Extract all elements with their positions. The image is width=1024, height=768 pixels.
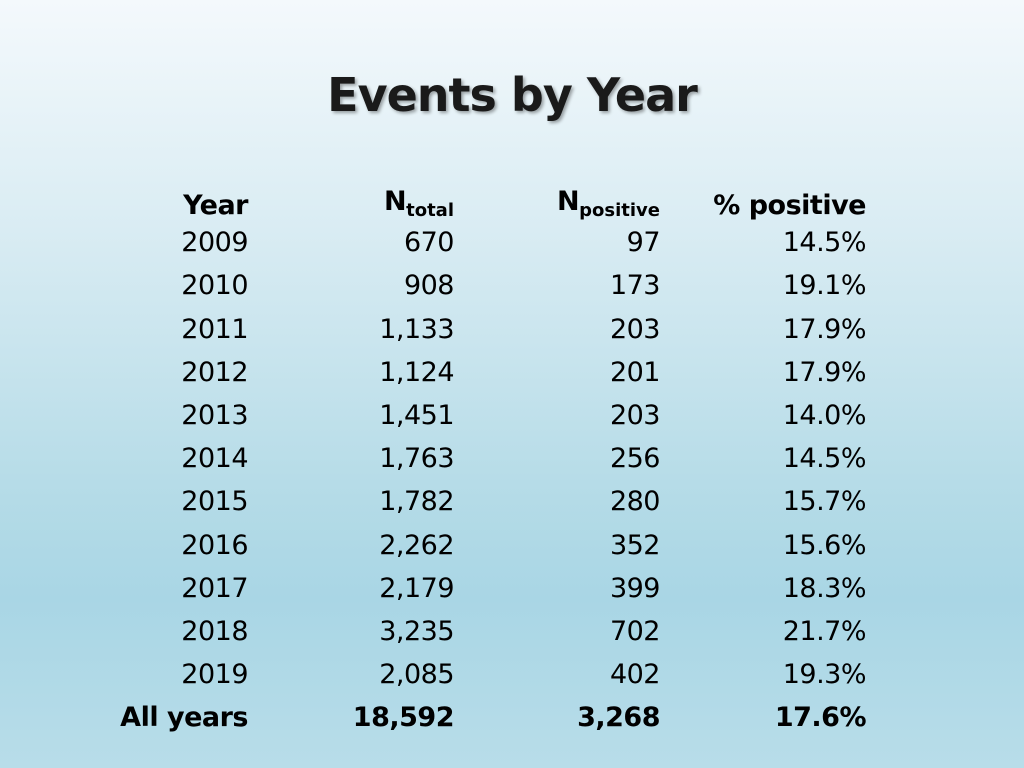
n-positive-cell: 352	[609, 529, 661, 561]
pct-positive-cell: 14.0%	[782, 400, 867, 432]
pct-positive-cell: 14.5%	[782, 443, 867, 475]
n-positive-cell: 280	[609, 486, 661, 518]
table-row: 2012 1,124 201 17.9%	[110, 351, 866, 394]
year-cell: 2017	[181, 572, 248, 604]
pct-positive-cell: 21.7%	[782, 615, 867, 647]
header-n-positive-sub: positive	[579, 200, 660, 222]
year-cell: 2016	[181, 529, 248, 561]
n-total-cell: 2,179	[379, 572, 454, 604]
year-cell: 2011	[181, 313, 248, 345]
pct-positive-cell: 18.3%	[782, 572, 867, 604]
table-row: 2018 3,235 702 21.7%	[110, 610, 866, 653]
table-body: 2009 670 97 14.5% 2010 908 173 19.1% 2011 1,133 20…	[110, 221, 866, 739]
pct-positive-cell: 15.7%	[782, 486, 867, 518]
header-n-total-sub: total	[406, 200, 454, 222]
n-total-cell: 1,124	[379, 356, 454, 388]
pct-positive-cell: 17.9%	[782, 313, 867, 345]
n-positive-cell: 256	[609, 443, 661, 475]
events-table: Year Ntotal Npositive % positive 2009 670…	[110, 178, 866, 739]
table-row: 2009 670 97 14.5%	[110, 221, 866, 264]
year-cell: 2019	[181, 659, 248, 691]
pct-positive-cell: 15.6%	[782, 529, 867, 561]
year-cell: 2010	[181, 270, 248, 302]
header-n-total: Ntotal	[248, 178, 454, 221]
total-n-total-cell: 18,592	[352, 702, 455, 734]
header-n-positive-main: N	[557, 186, 580, 218]
n-positive-cell: 399	[609, 572, 661, 604]
table-row: 2010 908 173 19.1%	[110, 264, 866, 307]
year-cell: 2018	[181, 615, 248, 647]
n-total-cell: 2,262	[379, 529, 454, 561]
year-cell: 2013	[181, 400, 248, 432]
pct-positive-cell: 19.1%	[782, 270, 867, 302]
year-cell: 2015	[181, 486, 248, 518]
header-pct-positive: % positive	[713, 190, 866, 222]
year-cell: 2009	[181, 227, 248, 259]
n-total-cell: 2,085	[379, 659, 454, 691]
header-n-total-main: N	[383, 186, 407, 218]
slide-title: Events by Year	[327, 68, 698, 122]
table-header-row: Year Ntotal Npositive % positive	[110, 178, 866, 221]
n-positive-cell: 97	[626, 227, 661, 259]
n-total-cell: 1,782	[379, 486, 454, 518]
n-total-cell: 670	[403, 227, 455, 259]
total-row: All years 18,592 3,268 17.6%	[110, 696, 866, 739]
table-row: 2013 1,451 203 14.0%	[110, 394, 866, 437]
pct-positive-cell: 14.5%	[782, 227, 867, 259]
n-total-cell: 908	[403, 270, 455, 302]
year-cell: 2012	[181, 356, 248, 388]
header-n-positive: Npositive	[454, 178, 660, 221]
table-row: 2014 1,763 256 14.5%	[110, 437, 866, 480]
year-cell: 2014	[181, 443, 248, 475]
table-row: 2017 2,179 399 18.3%	[110, 567, 866, 610]
pct-positive-cell: 19.3%	[782, 659, 867, 691]
n-total-cell: 1,133	[379, 313, 454, 345]
table-row: 2015 1,782 280 15.7%	[110, 480, 866, 523]
header-year: Year	[183, 190, 248, 222]
pct-positive-cell: 17.9%	[782, 356, 867, 388]
n-positive-cell: 203	[609, 400, 661, 432]
total-year-cell: All years	[120, 702, 248, 734]
table-row: 2019 2,085 402 19.3%	[110, 653, 866, 696]
n-positive-cell: 203	[609, 313, 661, 345]
table-row: 2016 2,262 352 15.6%	[110, 524, 866, 567]
total-n-positive-cell: 3,268	[577, 702, 660, 734]
n-total-cell: 1,763	[379, 443, 454, 475]
n-total-cell: 1,451	[379, 400, 454, 432]
total-pct-positive-cell: 17.6%	[774, 702, 867, 734]
n-total-cell: 3,235	[379, 615, 454, 647]
n-positive-cell: 201	[609, 356, 661, 388]
n-positive-cell: 402	[609, 659, 661, 691]
n-positive-cell: 702	[609, 615, 661, 647]
table-row: 2011 1,133 203 17.9%	[110, 308, 866, 351]
n-positive-cell: 173	[609, 270, 661, 302]
